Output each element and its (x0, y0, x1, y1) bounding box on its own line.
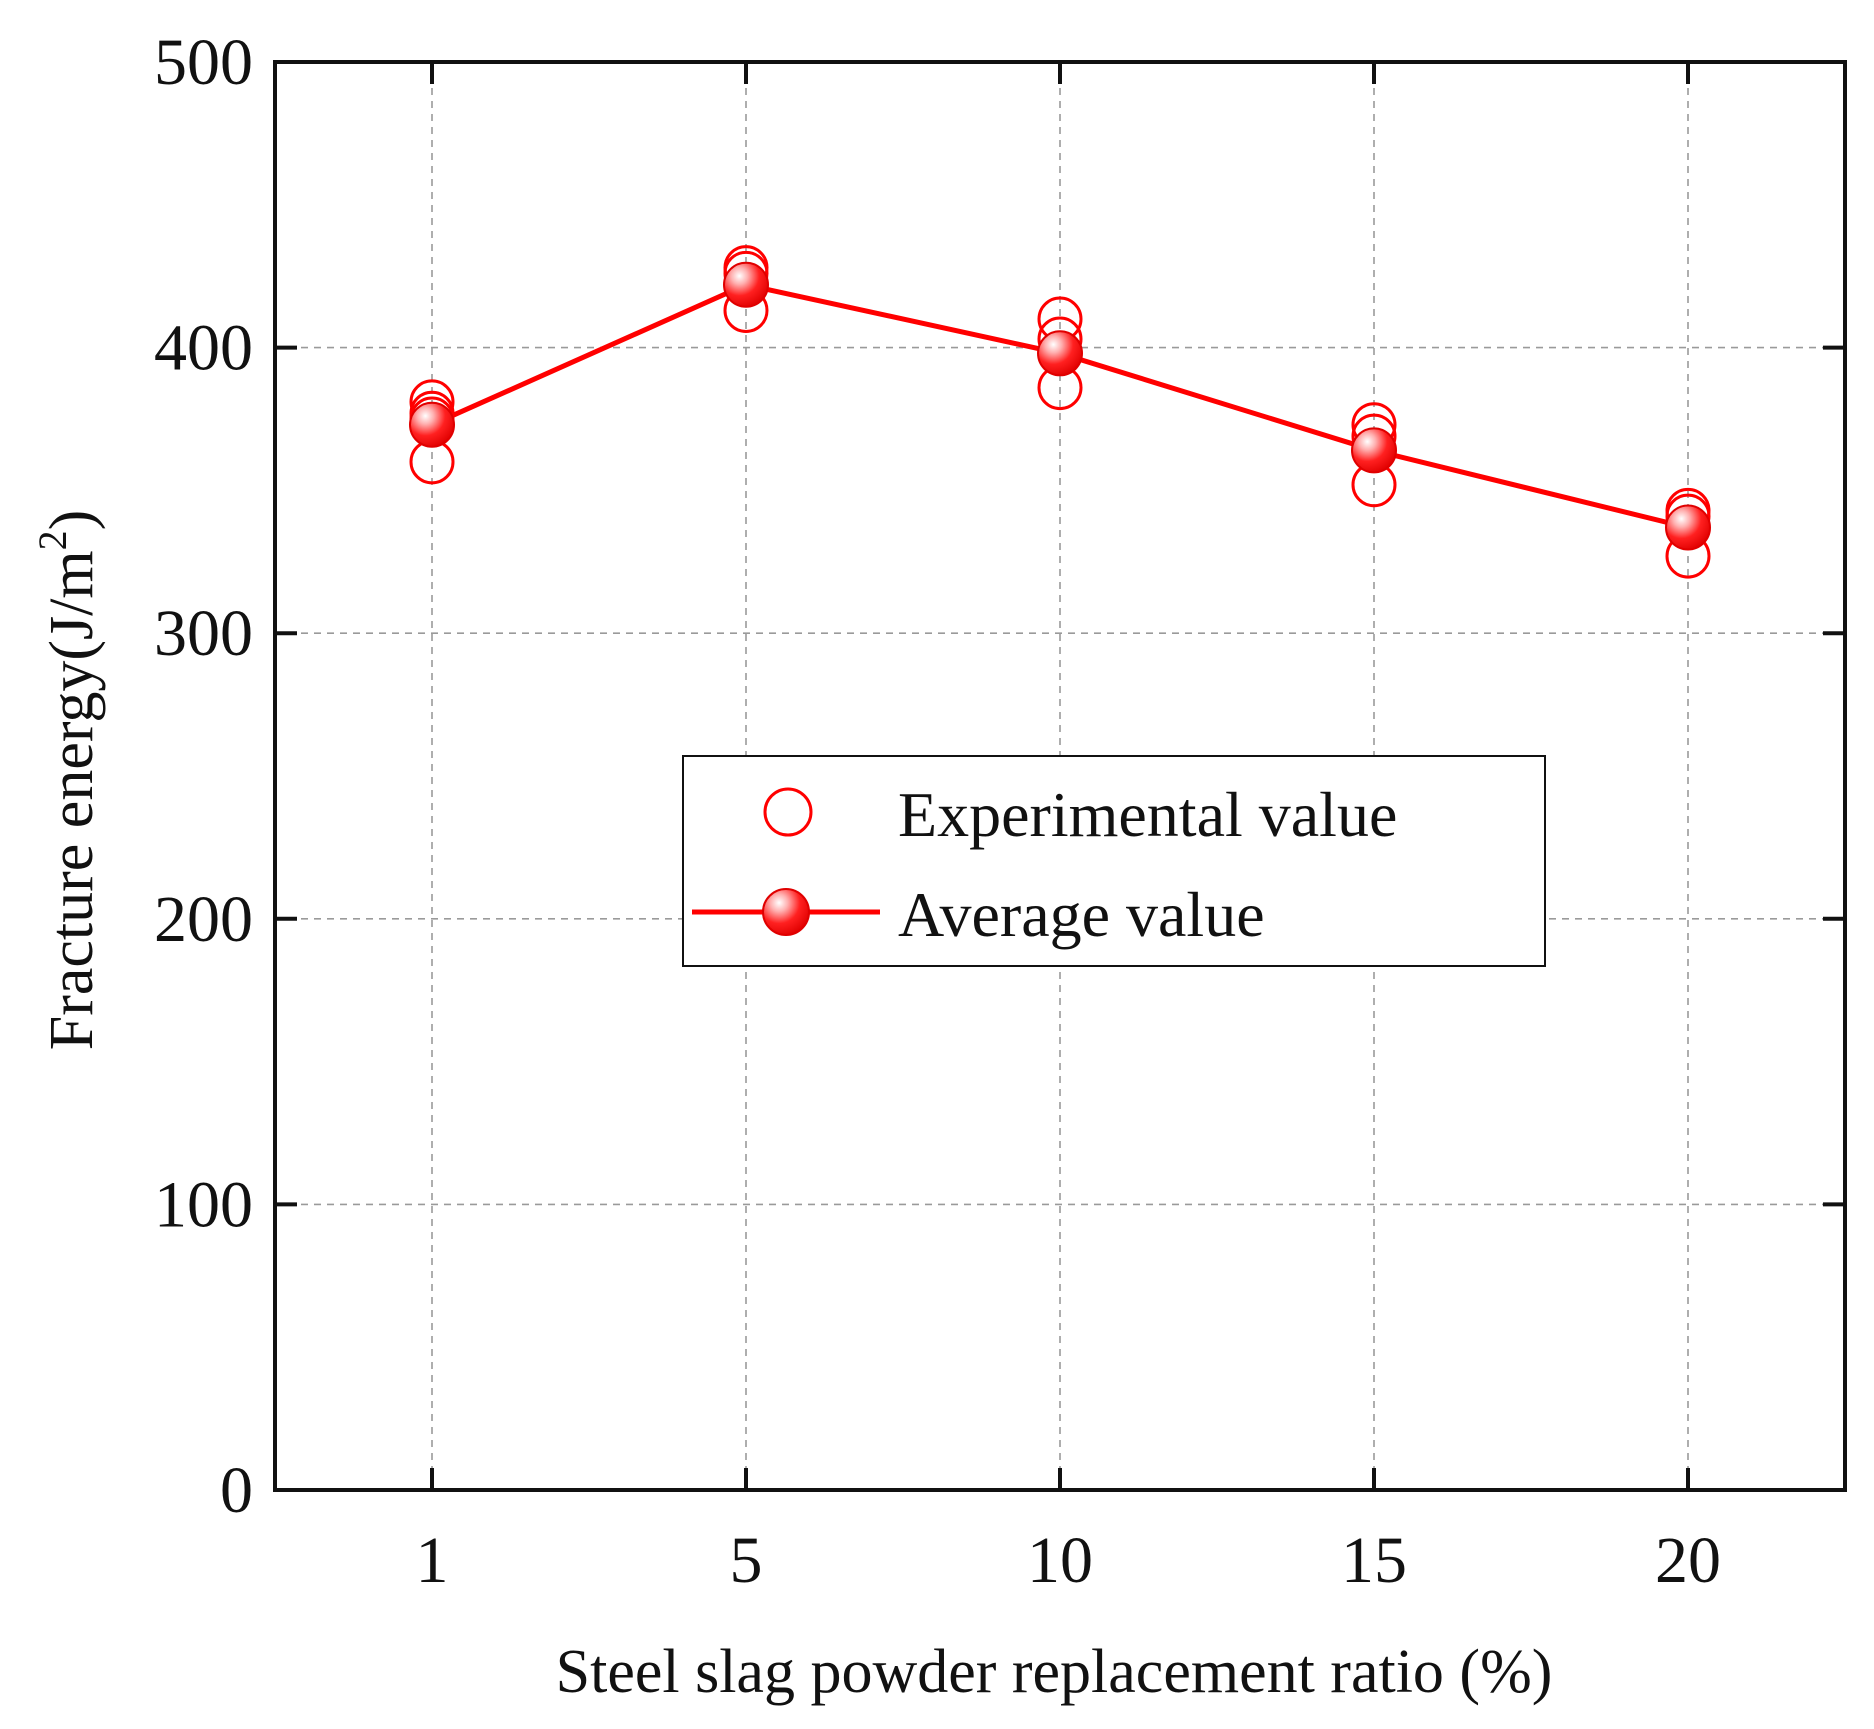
average-point (723, 261, 769, 308)
legend-average-marker (762, 888, 810, 936)
y-tick-label: 0 (220, 1454, 253, 1527)
x-tick-label: 20 (1655, 1524, 1721, 1597)
average-point (409, 401, 455, 448)
x-tick-label: 15 (1341, 1524, 1407, 1597)
average-point (1037, 330, 1083, 377)
y-tick-label: 100 (154, 1168, 253, 1241)
axes (273, 60, 1847, 1492)
y-axis-title: Fracture energy(J/m2) (30, 510, 106, 1051)
y-tick-label: 200 (154, 883, 253, 956)
x-tick-label: 1 (416, 1524, 449, 1597)
average-point (1665, 504, 1711, 551)
plot-series (409, 245, 1711, 579)
y-tick-label: 500 (154, 26, 253, 99)
legend-experimental-label: Experimental value (898, 779, 1397, 850)
x-tick-label: 10 (1027, 1524, 1093, 1597)
y-tick-label: 300 (154, 597, 253, 670)
x-tick-label: 5 (730, 1524, 763, 1597)
y-tick-label: 400 (154, 312, 253, 385)
legend-box (682, 755, 1546, 967)
average-point (1351, 427, 1397, 474)
legend-experimental-marker (763, 787, 813, 837)
legend: Experimental value Average value (682, 755, 1546, 967)
legend-average-label: Average value (898, 879, 1265, 950)
x-axis-title: Steel slag powder replacement ratio (%) (556, 1638, 1553, 1706)
